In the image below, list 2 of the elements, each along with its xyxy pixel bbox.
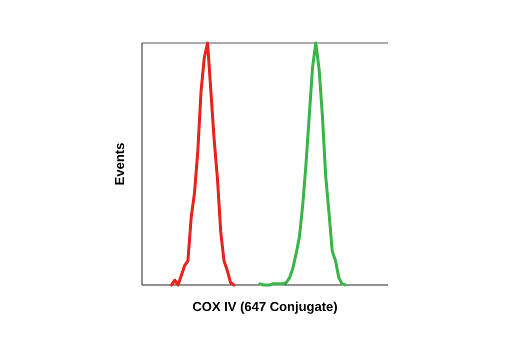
x-axis-title: COX IV (647 Conjugate) [192,299,338,314]
y-axis-title: Events [112,142,127,186]
